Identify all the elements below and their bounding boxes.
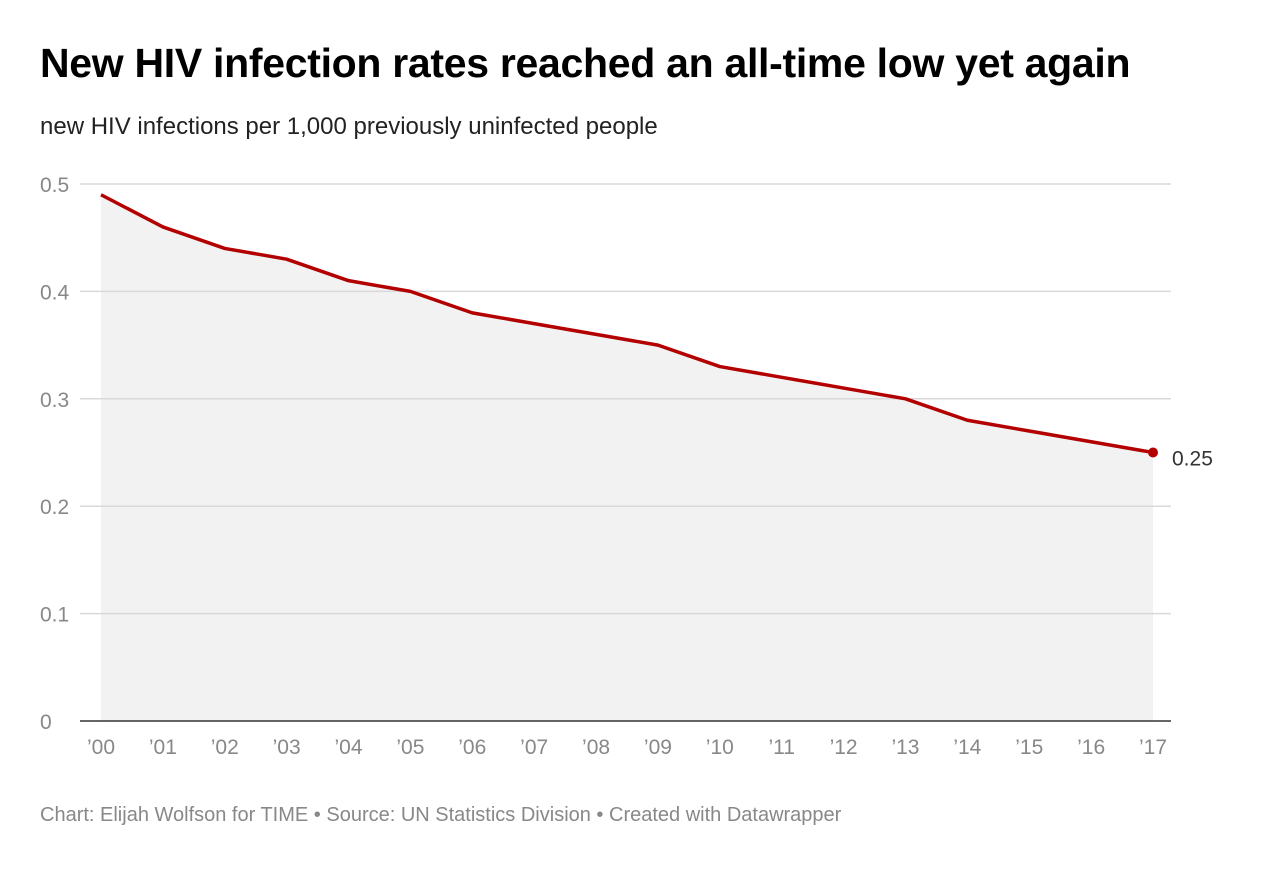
x-tick-label: ’01	[149, 736, 177, 759]
x-tick-label: ’03	[273, 736, 301, 759]
x-tick-label: ’05	[396, 736, 424, 759]
y-tick-label: 0.1	[40, 604, 69, 627]
end-value-label: 0.25	[1172, 448, 1213, 471]
x-tick-label: ’09	[644, 736, 672, 759]
x-tick-label: ’15	[1015, 736, 1043, 759]
chart-title: New HIV infection rates reached an all-t…	[40, 40, 1131, 86]
x-tick-label: ’17	[1139, 736, 1167, 759]
x-tick-label: ’12	[830, 736, 858, 759]
series-line	[100, 193, 1154, 455]
x-tick-label: ’16	[1077, 736, 1105, 759]
y-tick-label: 0.2	[40, 496, 69, 519]
y-tick-label: 0	[40, 711, 52, 734]
x-tick-label: ’13	[891, 736, 919, 759]
x-tick-label: ’04	[335, 736, 363, 759]
x-tick-label: ’06	[458, 736, 486, 759]
x-tick-label: ’14	[953, 736, 981, 759]
x-tick-label: ’02	[211, 736, 239, 759]
chart-subtitle: new HIV infections per 1,000 previously …	[40, 113, 658, 140]
y-tick-label: 0.5	[40, 174, 69, 197]
y-tick-label: 0.4	[40, 281, 70, 304]
x-tick-label: ’07	[520, 736, 548, 759]
x-tick-label: ’00	[87, 736, 115, 759]
x-tick-label: ’10	[706, 736, 734, 759]
y-tick-label: 0.3	[40, 389, 69, 412]
chart-footer: Chart: Elijah Wolfson for TIME • Source:…	[40, 804, 842, 826]
data-point-end	[1148, 447, 1158, 458]
x-tick-label: ’11	[768, 736, 794, 759]
area-fill	[101, 194, 1153, 722]
x-tick-label: ’08	[582, 736, 610, 759]
